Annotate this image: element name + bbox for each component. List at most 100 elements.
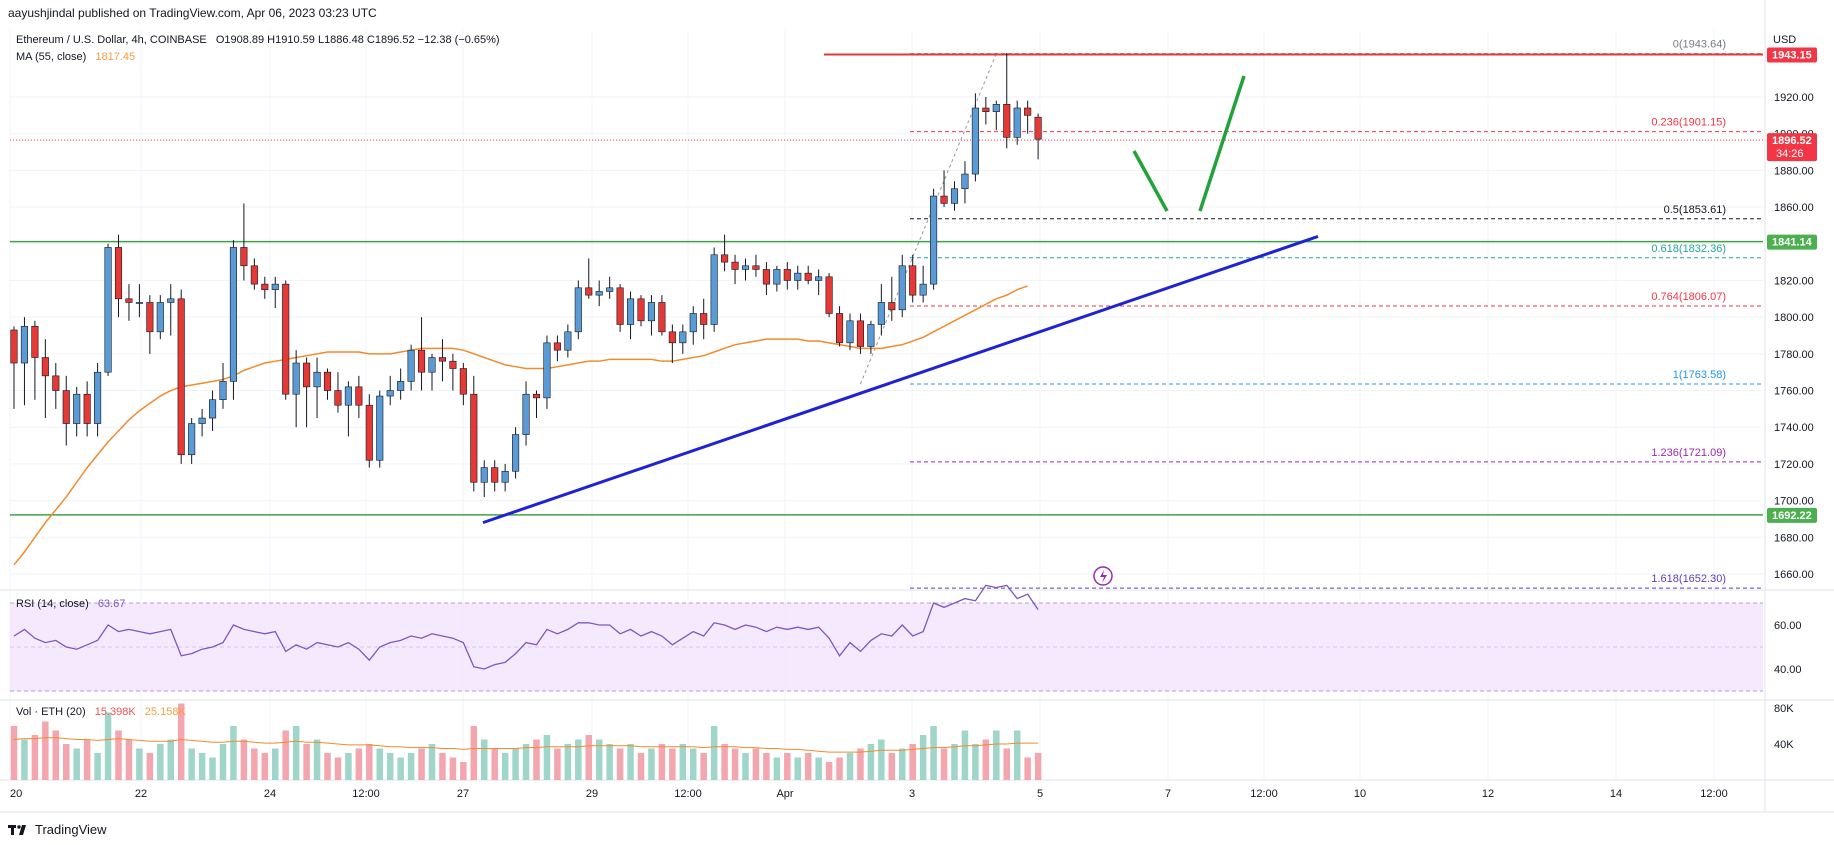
candle-body xyxy=(292,362,300,395)
rsi-pane xyxy=(10,584,1763,692)
candle-body xyxy=(898,265,906,311)
volume-bar xyxy=(794,757,801,780)
candle-body xyxy=(10,329,18,364)
fib-level-label: 0.5(1853.61) xyxy=(1664,204,1726,216)
fib-level-label: 0.618(1832.36) xyxy=(1651,243,1726,255)
tradingview-logo[interactable]: TradingView xyxy=(8,822,107,837)
volume-bar xyxy=(763,753,770,780)
candle-body xyxy=(438,357,447,362)
candle-body xyxy=(397,381,405,391)
price-tick-label: 1660.00 xyxy=(1774,569,1814,581)
volume-bar xyxy=(899,748,906,780)
volume-bar xyxy=(439,753,446,780)
candle-body xyxy=(543,342,551,399)
candle-body xyxy=(125,298,133,303)
volume-bar xyxy=(261,753,269,780)
volume-value-1: 15.398K xyxy=(94,706,136,718)
time-tick-label: 3 xyxy=(909,788,915,800)
volume-bar xyxy=(157,744,164,780)
candle-body xyxy=(804,272,812,281)
volume-bar xyxy=(52,730,60,780)
tradingview-logo-icon xyxy=(8,824,26,835)
candle-body xyxy=(313,371,321,388)
symbol-ohlc: O1908.89 H1910.59 L1886.48 C1896.52 −12.… xyxy=(215,34,500,46)
candle-body xyxy=(1024,107,1032,116)
candle-body xyxy=(794,272,802,281)
price-badge xyxy=(1767,507,1817,523)
candle-body xyxy=(94,371,102,424)
candle-body xyxy=(992,104,1000,112)
time-tick-label: 14 xyxy=(1610,788,1622,800)
volume-bar xyxy=(804,753,812,780)
volume-bar xyxy=(700,753,707,780)
candle-body xyxy=(689,313,697,333)
volume-bar xyxy=(972,744,979,780)
tradingview-brand: TradingView xyxy=(35,822,107,837)
price-tick-label: 1880.00 xyxy=(1774,165,1814,177)
candle-body xyxy=(355,386,363,406)
volume-bar xyxy=(554,748,561,780)
candle-body xyxy=(574,287,582,333)
candle-body xyxy=(480,467,488,483)
volume-bar xyxy=(460,762,467,780)
projection-arrow-down xyxy=(1132,150,1169,212)
volume-bar xyxy=(648,748,655,780)
ma-55-line xyxy=(13,285,1028,566)
candle-body xyxy=(219,381,227,401)
volume-bar xyxy=(1034,753,1042,780)
volume-bar xyxy=(303,744,310,780)
volume-bar xyxy=(564,744,572,780)
candle-body xyxy=(532,393,541,399)
volume-bar xyxy=(146,753,154,780)
volume-bar xyxy=(773,757,781,780)
price-tick-label: 1680.00 xyxy=(1774,532,1814,544)
candle-body xyxy=(386,390,394,397)
candle-body xyxy=(950,188,959,204)
volume-bar xyxy=(418,748,425,780)
candle-body xyxy=(20,326,29,364)
volume-bar xyxy=(836,757,843,780)
ma-legend: MA (55, close) 1817.45 xyxy=(16,51,135,63)
candle-body xyxy=(470,393,478,483)
volume-bar xyxy=(188,748,195,780)
candle-body xyxy=(700,313,708,325)
candle-body xyxy=(1013,107,1021,138)
candle-body xyxy=(731,261,739,270)
rsi-legend: RSI (14, close) 63.67 xyxy=(16,598,125,610)
volume-bar xyxy=(240,739,248,780)
price-tick-label: 1740.00 xyxy=(1774,422,1814,434)
volume-bar xyxy=(73,748,80,780)
volume-bar xyxy=(710,726,718,780)
flash-bolt-icon xyxy=(1100,570,1107,583)
volume-bar xyxy=(209,757,216,780)
candle-body xyxy=(407,349,415,382)
volume-bar xyxy=(752,748,760,780)
price-badge-label: 1841.14 xyxy=(1772,237,1813,249)
volume-bar xyxy=(177,703,185,780)
candle-body xyxy=(229,247,237,382)
volume-pane xyxy=(10,703,1042,780)
rsi-tick-label: 40.00 xyxy=(1774,664,1802,676)
candle-body xyxy=(209,399,217,419)
candle-body xyxy=(198,417,206,424)
fib-level-label: 1(1763.58) xyxy=(1673,369,1726,381)
candle-body xyxy=(564,331,572,351)
fib-level-label: 0.764(1806.07) xyxy=(1651,291,1726,303)
time-tick-label: 22 xyxy=(135,788,147,800)
volume-bar xyxy=(230,726,237,780)
volume-bar xyxy=(1024,757,1031,780)
price-badge-label: 1943.15 xyxy=(1772,50,1812,62)
price-badge xyxy=(1767,234,1817,250)
volume-bar xyxy=(31,735,39,780)
candle-body xyxy=(459,368,467,395)
candle-body xyxy=(940,195,948,204)
candle-body xyxy=(961,173,969,190)
volume-bar xyxy=(449,757,457,780)
candle-body xyxy=(783,269,791,281)
price-badge-label: 1896.52 xyxy=(1772,135,1812,147)
price-tick-label: 1700.00 xyxy=(1774,496,1814,508)
volume-bar xyxy=(63,744,70,780)
candle-body xyxy=(282,283,290,395)
price-tick-label: 1820.00 xyxy=(1774,275,1814,287)
